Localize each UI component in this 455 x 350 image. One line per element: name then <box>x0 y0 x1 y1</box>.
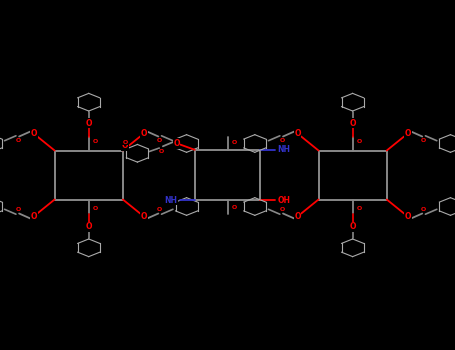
Text: O: O <box>404 212 411 221</box>
Text: O: O <box>349 119 356 128</box>
Text: O: O <box>279 138 285 143</box>
Text: O: O <box>404 129 411 138</box>
Text: O: O <box>349 222 356 231</box>
Text: O: O <box>141 212 147 221</box>
Text: O: O <box>86 222 92 231</box>
Text: O: O <box>420 138 426 143</box>
Text: NH: NH <box>165 196 177 205</box>
Text: O: O <box>357 139 362 144</box>
Text: OH: OH <box>278 196 291 205</box>
Text: O: O <box>357 206 362 211</box>
Text: O: O <box>232 205 237 210</box>
Text: O: O <box>15 207 21 212</box>
Text: O: O <box>141 129 147 138</box>
Text: O: O <box>93 206 98 211</box>
Text: O: O <box>279 207 285 212</box>
Text: O: O <box>420 207 426 212</box>
Text: O: O <box>159 149 164 154</box>
Text: O: O <box>294 129 301 138</box>
Text: O: O <box>30 212 37 221</box>
Text: NH: NH <box>278 145 290 154</box>
Text: O: O <box>15 138 21 143</box>
Text: O: O <box>122 141 128 150</box>
Text: O: O <box>122 140 128 145</box>
Text: O: O <box>93 139 98 144</box>
Text: O: O <box>30 129 37 138</box>
Text: O: O <box>86 119 92 128</box>
Text: O: O <box>157 207 162 212</box>
Text: O: O <box>173 139 180 148</box>
Text: O: O <box>294 212 301 221</box>
Text: O: O <box>157 138 162 143</box>
Text: O: O <box>232 140 237 145</box>
